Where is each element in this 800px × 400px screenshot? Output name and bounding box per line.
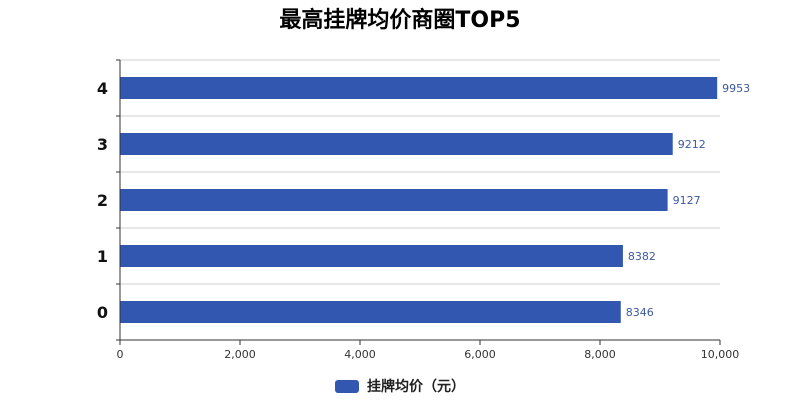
- x-tick-label: 8,000: [584, 348, 616, 361]
- bars: 9953 9212 9127 8382 8346: [120, 77, 750, 323]
- data-label: 9212: [678, 138, 706, 151]
- y-tick-label: 0: [97, 303, 108, 322]
- y-tick-label: 4: [97, 79, 108, 98]
- x-tick-label: 2,000: [224, 348, 256, 361]
- bar: [120, 189, 668, 211]
- bar: [120, 133, 673, 155]
- data-label: 9953: [722, 82, 750, 95]
- axes: 4 3 2 1 0 0 2,000 4,000 6,000 8,000 10,000: [97, 59, 740, 361]
- y-tick-label: 3: [97, 135, 108, 154]
- x-tick-label: 10,000: [701, 348, 740, 361]
- x-tick-label: 4,000: [344, 348, 376, 361]
- data-label: 8382: [628, 250, 656, 263]
- bar: [120, 245, 623, 267]
- data-label: 9127: [673, 194, 701, 207]
- legend-swatch: [335, 379, 359, 393]
- chart-title: 最高挂牌均价商圈TOP5: [279, 8, 521, 33]
- legend[interactable]: 挂牌均价（元）: [0, 376, 800, 396]
- bar: [120, 301, 621, 323]
- data-label: 8346: [626, 306, 654, 319]
- x-tick-label: 6,000: [464, 348, 496, 361]
- legend-label: 挂牌均价（元）: [367, 379, 465, 395]
- x-tick-label: 0: [117, 348, 124, 361]
- bar: [120, 77, 718, 99]
- y-tick-label: 1: [97, 247, 108, 266]
- y-tick-label: 2: [97, 191, 108, 210]
